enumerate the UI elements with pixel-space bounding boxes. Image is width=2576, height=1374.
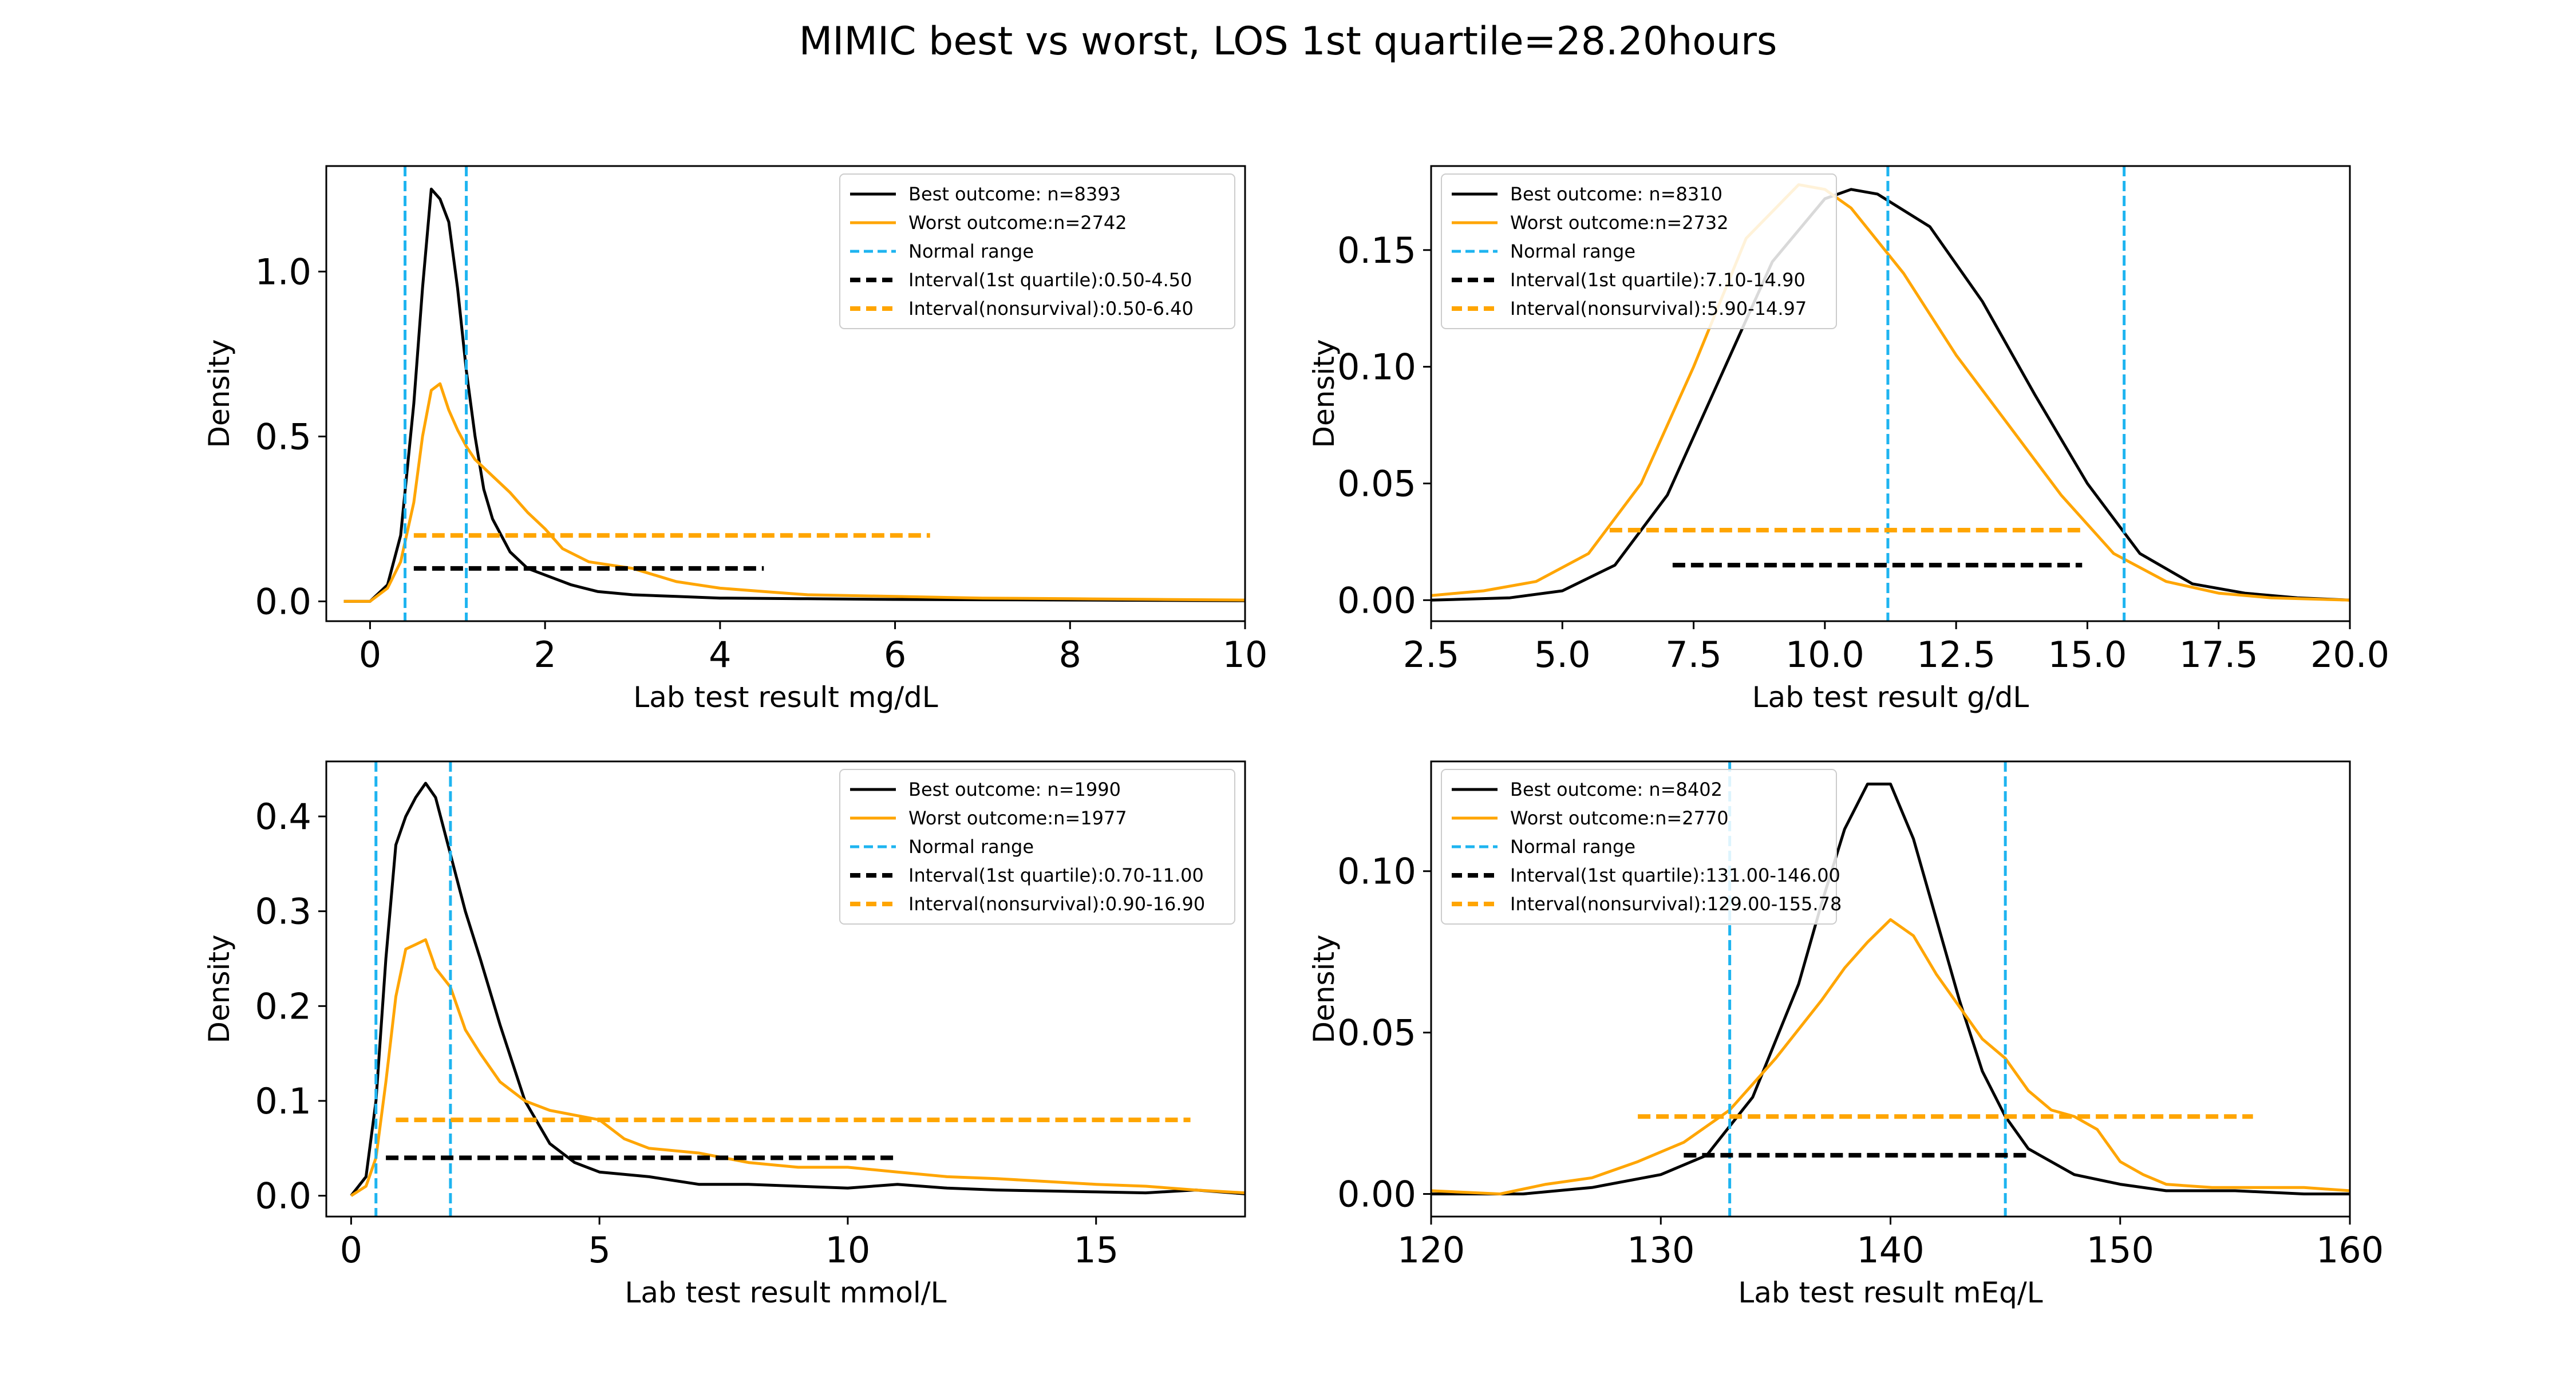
legend-label: Worst outcome:n=2770	[1510, 807, 1729, 829]
legend-box	[839, 173, 1235, 329]
x-tick-label: 2.5	[1403, 634, 1460, 676]
series-line-worst	[343, 382, 1245, 603]
series-line-worst	[350, 938, 1245, 1197]
legend: Best outcome: n=8402 Worst outcome:n=2770…	[1441, 769, 1842, 925]
y-tick-label: 0.0	[255, 581, 311, 622]
y-tick-label: 0.5	[255, 416, 311, 457]
x-tick-label: 120	[1397, 1229, 1465, 1271]
x-tick-label: 10	[1223, 634, 1268, 676]
plot-area	[350, 761, 1245, 1217]
x-tick-label: 0	[340, 1229, 362, 1271]
series-line-worst	[1431, 183, 2350, 602]
legend-label: Normal range	[1510, 240, 1635, 262]
x-tick-label: 130	[1627, 1229, 1694, 1271]
y-tick-label: 0.05	[1337, 1012, 1416, 1054]
legend-label: Best outcome: n=1990	[908, 779, 1121, 800]
y-tick-label: 0.15	[1337, 230, 1416, 271]
axes-frame	[325, 165, 1246, 622]
legend: Best outcome: n=8393 Worst outcome:n=2742…	[839, 173, 1235, 329]
legend: Best outcome: n=8310 Worst outcome:n=2732…	[1441, 173, 1837, 329]
series-line-best	[1431, 783, 2350, 1195]
x-tick-label: 5.0	[1534, 634, 1591, 676]
legend-box	[1441, 173, 1837, 329]
legend-label: Interval(nonsurvival):129.00-155.78	[1510, 893, 1842, 915]
series-line-best	[1431, 188, 2350, 602]
y-tick-label: 0.00	[1337, 1174, 1416, 1215]
x-tick-label: 6	[884, 634, 906, 676]
y-axis-label: Density	[203, 339, 236, 448]
legend-label: Interval(1st quartile):131.00-146.00	[1510, 864, 1840, 886]
legend-label: Worst outcome:n=1977	[908, 807, 1127, 829]
y-tick-label: 0.2	[255, 985, 311, 1027]
legend-label: Interval(nonsurvival):0.90-16.90	[908, 893, 1205, 915]
legend-label: Normal range	[1510, 836, 1635, 858]
y-tick-label: 0.10	[1337, 346, 1416, 388]
figure-title: MIMIC best vs worst, LOS 1st quartile=28…	[799, 19, 1777, 64]
series-line-best	[343, 187, 1245, 603]
legend-label: Normal range	[908, 240, 1034, 262]
x-tick-label: 140	[1856, 1229, 1924, 1271]
x-tick-label: 10.0	[1785, 634, 1864, 676]
subplot-4: 120 130 140 150 160 0.00 0.05 0.10 Lab test resu…	[1307, 760, 2384, 1309]
x-tick-label: 15	[1073, 1229, 1119, 1271]
legend-label: Interval(1st quartile):7.10-14.90	[1510, 269, 1805, 291]
x-axis-label: Lab test result mg/dL	[633, 681, 938, 714]
plot-area	[1431, 166, 2350, 621]
subplots-container: 0 2 4 6 8 10 0.0 0.5 1.0 Lab test result mg/dL Den…	[203, 165, 2389, 1309]
y-tick-label: 0.10	[1337, 851, 1416, 893]
x-tick-label: 17.5	[2179, 634, 2258, 676]
x-tick-label: 12.5	[1917, 634, 1996, 676]
y-tick-label: 0.05	[1337, 463, 1416, 504]
x-tick-label: 15.0	[2048, 634, 2127, 676]
legend: Best outcome: n=1990 Worst outcome:n=1977…	[839, 769, 1235, 925]
series-line-worst	[1431, 918, 2350, 1195]
x-tick-label: 150	[2087, 1229, 2154, 1271]
x-tick-label: 20.0	[2310, 634, 2389, 676]
x-tick-label: 4	[709, 634, 731, 676]
legend-label: Normal range	[908, 836, 1034, 858]
legend-label: Best outcome: n=8393	[908, 183, 1121, 205]
series-line-best	[350, 781, 1245, 1197]
legend-label: Interval(nonsurvival):5.90-14.97	[1510, 298, 1807, 319]
axes-frame	[1430, 165, 2351, 622]
subplot-2: 2.5 5.0 7.5 10.0 12.5 15.0 17.5 20.0 0.00 0.05 0.1…	[1307, 165, 2389, 714]
y-tick-label: 0.0	[255, 1175, 311, 1217]
y-axis-label: Density	[203, 934, 236, 1043]
legend-label: Best outcome: n=8402	[1510, 779, 1722, 800]
y-axis-label: Density	[1307, 934, 1341, 1043]
y-tick-label: 0.3	[255, 891, 311, 933]
x-tick-label: 160	[2316, 1229, 2384, 1271]
y-axis-label: Density	[1307, 339, 1341, 448]
legend-label: Interval(1st quartile):0.70-11.00	[908, 864, 1204, 886]
x-axis-label: Lab test result mEq/L	[1738, 1276, 2042, 1309]
legend-label: Best outcome: n=8310	[1510, 183, 1722, 205]
legend-label: Worst outcome:n=2742	[908, 212, 1127, 234]
axes-frame	[325, 760, 1246, 1218]
legend-box	[1441, 769, 1837, 925]
y-tick-label: 0.4	[255, 796, 311, 838]
x-tick-label: 10	[825, 1229, 870, 1271]
legend-label: Interval(nonsurvival):0.50-6.40	[908, 298, 1194, 319]
y-tick-label: 0.1	[255, 1080, 311, 1122]
subplot-3: 0 5 10 15 0.0 0.1 0.2 0.3 0.4 Lab test result mmo…	[203, 760, 1246, 1309]
x-tick-label: 5	[588, 1229, 610, 1271]
y-tick-label: 1.0	[255, 251, 311, 293]
x-tick-label: 0	[359, 634, 381, 676]
x-axis-label: Lab test result g/dL	[1752, 681, 2029, 714]
legend-label: Interval(1st quartile):0.50-4.50	[908, 269, 1192, 291]
legend-box	[839, 769, 1235, 925]
x-tick-label: 2	[534, 634, 556, 676]
x-tick-label: 7.5	[1665, 634, 1722, 676]
legend-label: Worst outcome:n=2732	[1510, 212, 1729, 234]
x-tick-label: 8	[1059, 634, 1081, 676]
plot-area	[343, 166, 1245, 621]
y-tick-label: 0.00	[1337, 579, 1416, 621]
subplot-1: 0 2 4 6 8 10 0.0 0.5 1.0 Lab test result mg/dL Den…	[203, 165, 1268, 714]
x-axis-label: Lab test result mmol/L	[625, 1276, 947, 1309]
plot-area	[1431, 761, 2350, 1217]
